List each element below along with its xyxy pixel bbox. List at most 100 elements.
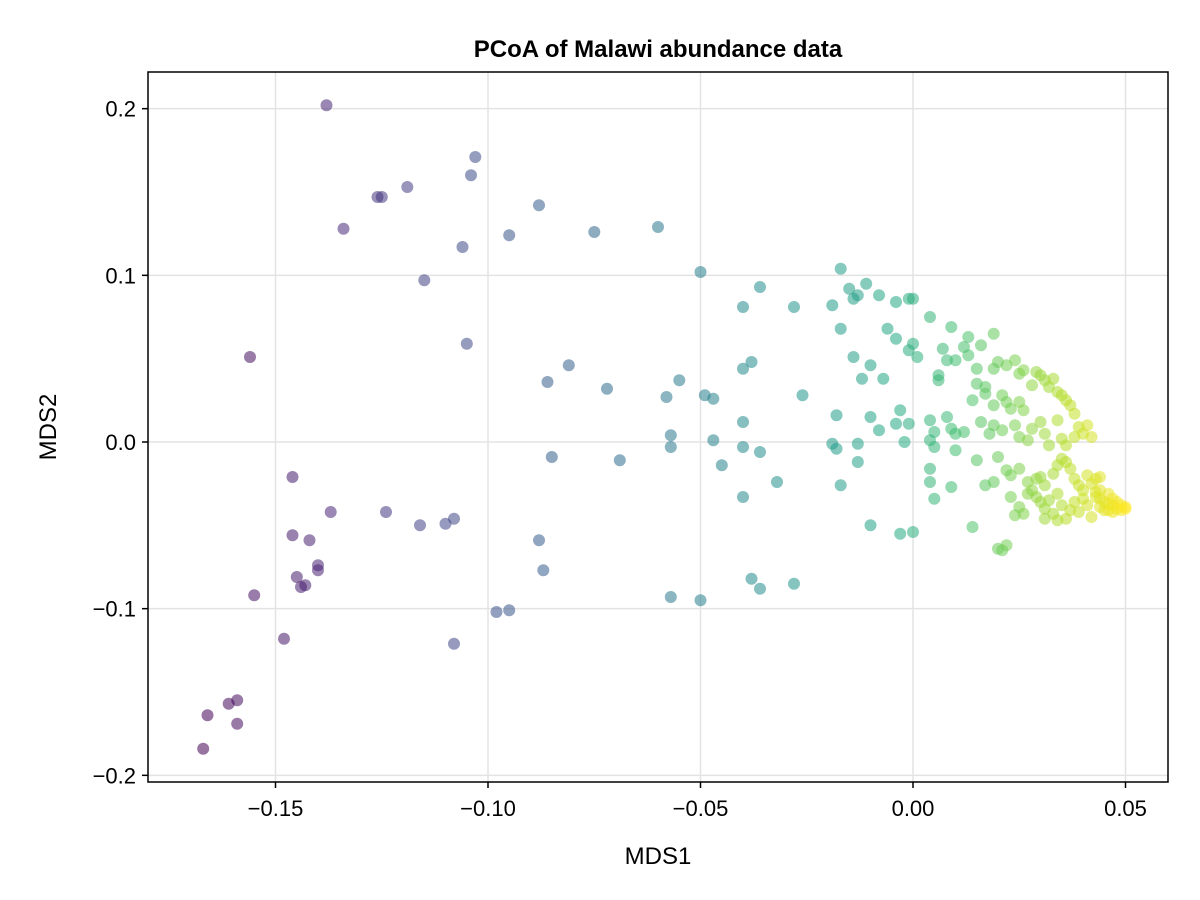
data-point xyxy=(1026,422,1038,435)
data-point xyxy=(469,151,482,163)
data-point xyxy=(864,519,877,532)
data-point xyxy=(465,169,477,182)
data-point xyxy=(949,354,962,367)
data-point xyxy=(860,277,873,290)
data-point xyxy=(737,491,749,503)
data-point xyxy=(439,517,452,530)
x-tick-label: 0.05 xyxy=(1104,796,1147,821)
data-point xyxy=(970,454,983,467)
data-point xyxy=(222,697,235,710)
data-point xyxy=(401,181,414,193)
data-point xyxy=(1072,506,1085,518)
data-point xyxy=(1038,427,1051,440)
data-point xyxy=(1026,379,1038,392)
data-point xyxy=(987,476,1000,488)
data-point xyxy=(1051,414,1064,427)
data-point xyxy=(1119,501,1132,513)
data-point xyxy=(460,337,473,350)
data-point xyxy=(290,571,303,583)
data-point xyxy=(924,311,936,323)
data-point xyxy=(737,416,749,428)
data-point xyxy=(796,389,809,402)
data-point xyxy=(1009,354,1021,367)
y-tick-label: −0.2 xyxy=(93,763,136,788)
data-point xyxy=(890,417,902,430)
data-point xyxy=(877,372,890,385)
data-point xyxy=(737,441,749,453)
y-axis-label: MDS2 xyxy=(35,394,62,461)
data-point xyxy=(907,526,919,538)
data-point xyxy=(737,301,749,313)
data-point xyxy=(975,416,987,428)
data-point xyxy=(834,322,847,335)
data-point xyxy=(962,331,975,343)
data-point xyxy=(924,476,936,488)
data-point xyxy=(664,441,677,453)
data-point xyxy=(303,534,316,547)
data-point xyxy=(987,399,1000,412)
data-point xyxy=(380,506,392,518)
data-point xyxy=(754,582,766,595)
data-point xyxy=(945,481,958,493)
data-point xyxy=(834,262,847,275)
data-point xyxy=(949,444,962,457)
data-point xyxy=(928,441,941,453)
data-point xyxy=(1051,514,1064,527)
data-point xyxy=(312,564,324,577)
data-point xyxy=(1017,364,1030,377)
data-point xyxy=(652,221,664,233)
data-point xyxy=(503,229,516,242)
data-point xyxy=(533,534,545,547)
data-point xyxy=(1034,416,1047,428)
data-point xyxy=(788,577,800,590)
data-point xyxy=(541,376,554,388)
data-point xyxy=(694,266,707,278)
data-point xyxy=(1060,439,1072,452)
data-point xyxy=(537,564,550,577)
data-point xyxy=(1081,499,1094,512)
data-point xyxy=(834,479,847,492)
data-point xyxy=(588,226,601,238)
data-point xyxy=(1085,431,1098,443)
data-point xyxy=(987,327,1000,340)
data-point xyxy=(1047,372,1060,385)
data-point xyxy=(286,529,299,542)
data-point xyxy=(448,637,460,650)
data-point xyxy=(894,527,907,540)
data-point xyxy=(979,387,992,400)
data-point xyxy=(1000,539,1013,552)
y-tick-label: −0.1 xyxy=(93,597,136,622)
data-point xyxy=(1094,471,1106,483)
data-point xyxy=(1043,439,1055,452)
data-point xyxy=(941,411,953,423)
data-point xyxy=(975,339,987,352)
x-axis-label: MDS1 xyxy=(625,843,692,870)
data-point xyxy=(694,594,707,607)
data-point xyxy=(890,296,902,308)
data-point xyxy=(911,351,924,363)
data-point xyxy=(830,409,843,422)
data-point xyxy=(873,424,885,437)
data-point xyxy=(1017,404,1030,417)
data-point xyxy=(941,354,953,367)
data-point xyxy=(324,506,337,518)
plot-frame xyxy=(147,71,1169,783)
data-point xyxy=(456,241,469,253)
data-point xyxy=(890,332,902,345)
y-tick-label: 0.1 xyxy=(105,263,136,288)
data-point xyxy=(847,292,860,305)
data-point xyxy=(1064,462,1077,475)
data-point xyxy=(418,274,431,287)
data-point xyxy=(851,437,864,450)
x-tick-label: −0.15 xyxy=(248,796,304,821)
data-point xyxy=(958,426,970,438)
data-point xyxy=(907,337,919,350)
data-point xyxy=(945,321,958,333)
data-point xyxy=(545,451,558,463)
data-point xyxy=(613,454,626,467)
data-point xyxy=(1009,509,1021,522)
data-point xyxy=(1013,462,1026,475)
data-point xyxy=(962,349,975,362)
data-point xyxy=(197,742,210,755)
